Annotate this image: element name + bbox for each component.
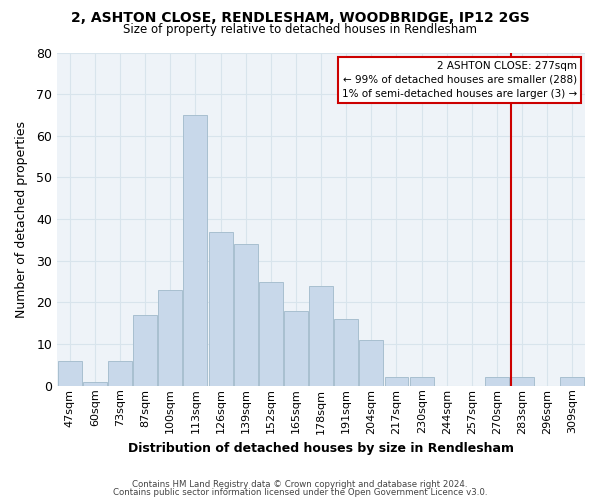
Bar — [108, 361, 132, 386]
Bar — [385, 378, 409, 386]
Bar — [485, 378, 509, 386]
Bar — [209, 232, 233, 386]
Text: 2 ASHTON CLOSE: 277sqm
← 99% of detached houses are smaller (288)
1% of semi-det: 2 ASHTON CLOSE: 277sqm ← 99% of detached… — [342, 61, 577, 99]
Bar — [58, 361, 82, 386]
Y-axis label: Number of detached properties: Number of detached properties — [15, 120, 28, 318]
Bar — [510, 378, 534, 386]
Bar — [359, 340, 383, 386]
Bar — [309, 286, 333, 386]
Text: Contains HM Land Registry data © Crown copyright and database right 2024.: Contains HM Land Registry data © Crown c… — [132, 480, 468, 489]
Bar — [158, 290, 182, 386]
Text: 2, ASHTON CLOSE, RENDLESHAM, WOODBRIDGE, IP12 2GS: 2, ASHTON CLOSE, RENDLESHAM, WOODBRIDGE,… — [71, 11, 529, 25]
Text: Contains public sector information licensed under the Open Government Licence v3: Contains public sector information licen… — [113, 488, 487, 497]
X-axis label: Distribution of detached houses by size in Rendlesham: Distribution of detached houses by size … — [128, 442, 514, 455]
Text: Size of property relative to detached houses in Rendlesham: Size of property relative to detached ho… — [123, 22, 477, 36]
Bar — [83, 382, 107, 386]
Bar — [410, 378, 434, 386]
Bar — [334, 319, 358, 386]
Bar — [560, 378, 584, 386]
Bar — [259, 282, 283, 386]
Bar — [184, 115, 208, 386]
Bar — [284, 311, 308, 386]
Bar — [234, 244, 257, 386]
Bar — [133, 315, 157, 386]
